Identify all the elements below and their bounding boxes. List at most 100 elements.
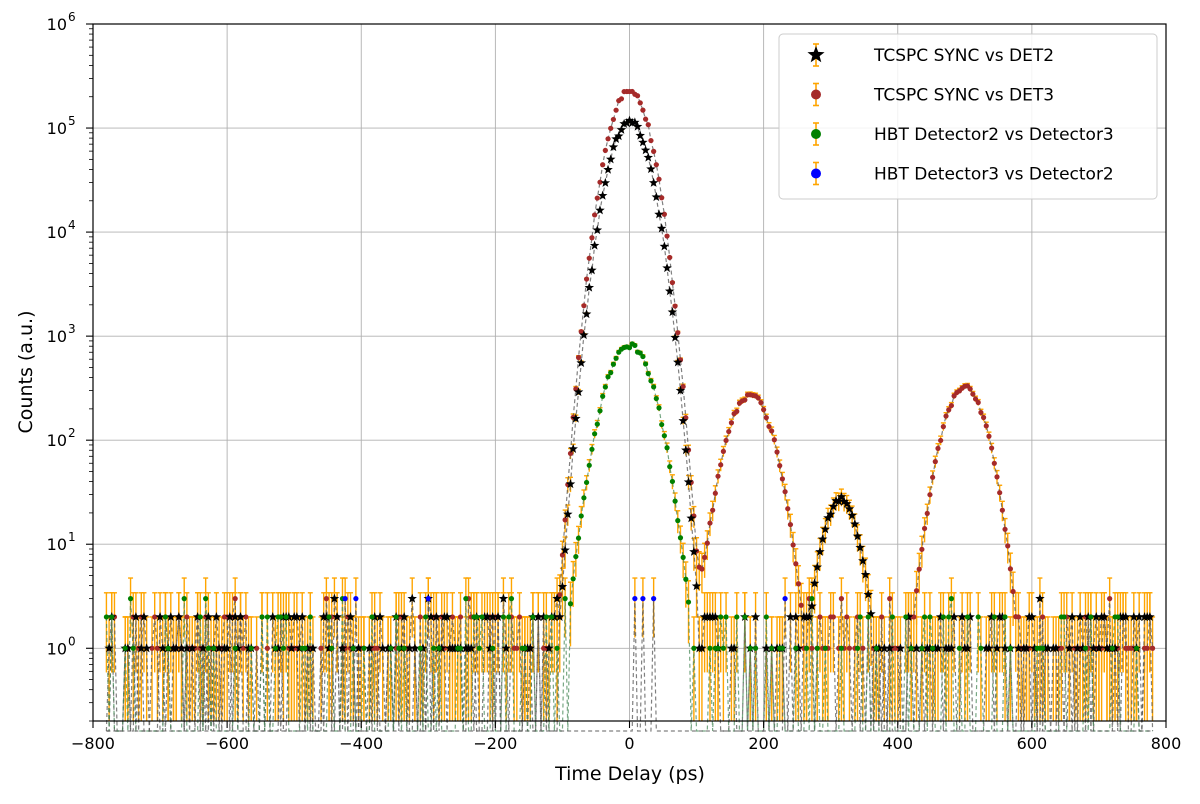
data-point — [967, 386, 973, 392]
data-point — [763, 614, 769, 620]
data-point-star — [302, 643, 313, 653]
data-point-star — [555, 611, 565, 621]
data-point-star — [842, 498, 852, 508]
data-point — [1007, 645, 1014, 651]
data-point-star — [565, 479, 576, 489]
data-point-star — [332, 611, 342, 621]
data-point-star — [793, 643, 804, 653]
data-point — [1088, 614, 1094, 620]
data-point — [575, 354, 582, 361]
data-point — [752, 645, 759, 651]
data-point — [417, 614, 423, 620]
data-point — [948, 596, 955, 602]
data-point-star — [638, 137, 648, 147]
data-point — [562, 517, 568, 523]
data-point-star — [844, 503, 855, 513]
data-point — [573, 553, 579, 560]
data-point-star — [587, 265, 597, 275]
data-point-star — [850, 519, 860, 529]
data-point — [586, 462, 592, 468]
data-point — [589, 235, 595, 241]
data-point-star — [192, 611, 203, 621]
data-point — [1133, 645, 1140, 651]
data-point — [734, 408, 740, 414]
data-point — [991, 614, 997, 620]
x-tick-label: −800 — [71, 734, 115, 753]
data-point-star — [624, 115, 635, 125]
data-point — [946, 614, 952, 620]
data-point-star — [622, 118, 632, 128]
data-point-star — [903, 611, 914, 621]
data-point — [605, 136, 611, 142]
data-point — [583, 479, 590, 486]
data-point — [970, 391, 976, 397]
data-point-star — [131, 611, 141, 621]
data-point — [425, 596, 431, 602]
data-point — [669, 279, 676, 286]
data-point — [508, 596, 515, 602]
y-tick-label-base: 10 — [47, 639, 67, 658]
data-point — [916, 566, 922, 572]
data-point-star — [648, 177, 659, 187]
data-point — [803, 645, 810, 651]
data-point — [634, 93, 641, 99]
data-point — [672, 498, 678, 504]
data-point-star — [804, 611, 814, 621]
data-point — [710, 507, 716, 513]
data-point-star — [345, 611, 356, 621]
data-point-star — [1072, 643, 1083, 653]
data-point — [613, 107, 619, 113]
data-point-star — [691, 581, 702, 591]
data-point — [642, 361, 649, 367]
data-point — [632, 342, 638, 349]
data-point-star — [431, 611, 442, 621]
y-tick-label-base: 10 — [47, 223, 67, 242]
data-point — [943, 413, 949, 419]
data-point — [530, 614, 536, 620]
data-point — [608, 125, 614, 131]
data-point-star — [614, 131, 624, 141]
data-point-star — [396, 643, 407, 653]
data-point-star — [957, 611, 967, 621]
data-point-star — [933, 643, 943, 653]
y-tick-label-exponent: 6 — [68, 10, 76, 24]
data-point-star — [605, 154, 616, 164]
data-point — [613, 355, 619, 361]
data-point-star — [321, 611, 332, 621]
data-point-star — [807, 601, 817, 611]
data-point-star — [308, 643, 318, 653]
data-point-star — [686, 513, 696, 523]
data-point — [683, 576, 689, 582]
data-point-star — [1110, 643, 1120, 653]
data-point-star — [874, 643, 884, 653]
data-point-star — [817, 534, 828, 544]
data-point — [809, 645, 815, 651]
data-point — [715, 645, 721, 651]
data-point — [1010, 588, 1016, 595]
axis-ticks — [86, 23, 1167, 728]
data-point-star — [879, 643, 890, 653]
data-point — [932, 459, 938, 465]
data-point-star — [935, 611, 946, 621]
data-point-star — [608, 142, 619, 152]
data-point — [436, 645, 442, 651]
data-point-star — [369, 611, 380, 621]
data-point — [978, 409, 984, 416]
data-point — [838, 596, 845, 602]
data-point — [608, 370, 614, 376]
data-point — [1115, 614, 1121, 620]
data-point-star — [616, 124, 627, 134]
x-tick-label: 0 — [624, 734, 634, 753]
data-point-star — [1075, 611, 1085, 621]
data-point — [211, 645, 217, 651]
data-point-star — [292, 611, 302, 621]
data-point — [919, 645, 925, 651]
data-point — [1005, 543, 1011, 549]
data-point — [787, 521, 794, 528]
data-point-star — [635, 130, 645, 140]
data-point — [790, 542, 796, 548]
data-point-star — [673, 357, 683, 367]
data-point — [248, 645, 254, 651]
data-point — [956, 645, 963, 651]
x-tick-label: −400 — [339, 734, 383, 753]
